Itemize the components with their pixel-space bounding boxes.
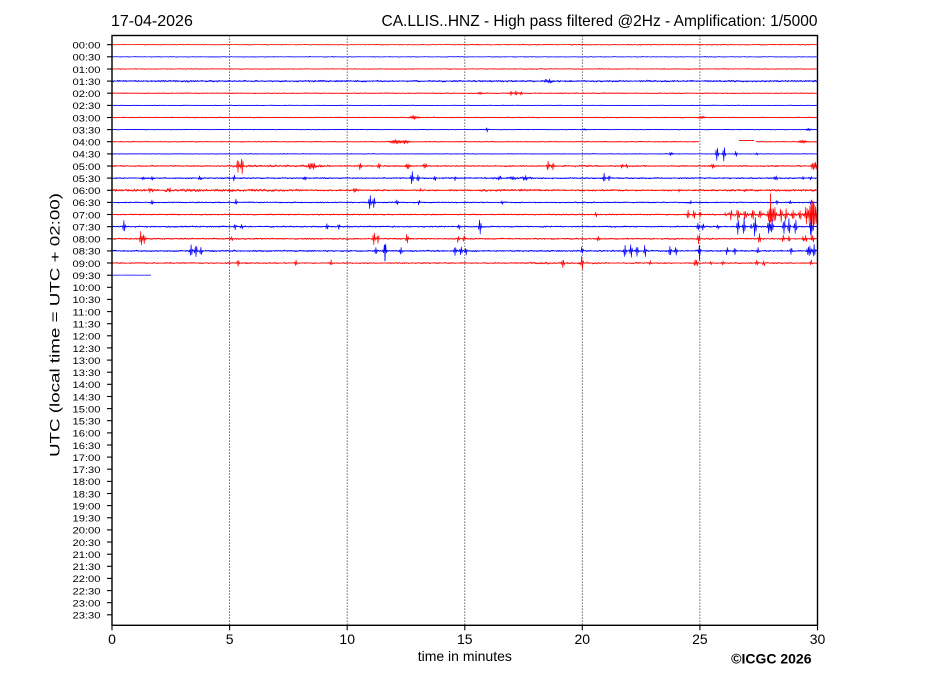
svg-text:11:30: 11:30: [73, 320, 101, 331]
svg-text:UTC (local time = UTC + 02:00): UTC (local time = UTC + 02:00): [47, 193, 63, 457]
svg-text:15: 15: [457, 631, 473, 647]
svg-text:22:00: 22:00: [73, 574, 101, 585]
svg-text:21:30: 21:30: [73, 562, 101, 573]
svg-text:10:30: 10:30: [73, 295, 101, 306]
svg-text:19:00: 19:00: [73, 501, 101, 512]
svg-text:25: 25: [692, 631, 708, 647]
svg-text:30: 30: [810, 631, 826, 647]
svg-text:13:00: 13:00: [73, 356, 101, 367]
svg-text:20:00: 20:00: [73, 526, 101, 537]
svg-text:08:30: 08:30: [73, 247, 101, 258]
svg-text:21:00: 21:00: [73, 550, 101, 561]
svg-text:05:30: 05:30: [73, 174, 101, 185]
svg-text:16:00: 16:00: [73, 429, 101, 440]
svg-text:04:00: 04:00: [73, 138, 101, 149]
svg-text:14:30: 14:30: [73, 392, 101, 403]
svg-text:20:30: 20:30: [73, 538, 101, 549]
svg-text:04:30: 04:30: [73, 150, 101, 161]
svg-text:02:00: 02:00: [73, 89, 101, 100]
svg-text:0: 0: [108, 631, 116, 647]
svg-text:16:30: 16:30: [73, 441, 101, 452]
svg-text:13:30: 13:30: [73, 368, 101, 379]
svg-text:08:00: 08:00: [73, 235, 101, 246]
svg-text:00:00: 00:00: [73, 41, 101, 52]
svg-text:09:00: 09:00: [73, 259, 101, 270]
svg-text:07:30: 07:30: [73, 223, 101, 234]
svg-text:18:00: 18:00: [73, 477, 101, 488]
svg-text:11:00: 11:00: [73, 307, 101, 318]
svg-text:06:00: 06:00: [73, 186, 101, 197]
svg-text:00:30: 00:30: [73, 53, 101, 64]
svg-text:time in minutes: time in minutes: [418, 648, 512, 664]
svg-text:19:30: 19:30: [73, 514, 101, 525]
svg-text:12:00: 12:00: [73, 332, 101, 343]
svg-text:15:00: 15:00: [73, 404, 101, 415]
svg-text:10: 10: [339, 631, 355, 647]
svg-text:CA.LLIS..HNZ - High pass filte: CA.LLIS..HNZ - High pass filtered @2Hz -…: [382, 13, 818, 30]
svg-text:17-04-2026: 17-04-2026: [111, 13, 193, 30]
svg-text:5: 5: [226, 631, 234, 647]
svg-text:02:30: 02:30: [73, 101, 101, 112]
svg-text:©ICGC 2026: ©ICGC 2026: [731, 651, 812, 667]
svg-text:06:30: 06:30: [73, 198, 101, 209]
svg-text:03:00: 03:00: [73, 113, 101, 124]
svg-text:15:30: 15:30: [73, 417, 101, 428]
svg-text:12:30: 12:30: [73, 344, 101, 355]
svg-text:18:30: 18:30: [73, 489, 101, 500]
svg-text:03:30: 03:30: [73, 125, 101, 136]
svg-text:14:00: 14:00: [73, 380, 101, 391]
svg-text:10:00: 10:00: [73, 283, 101, 294]
svg-text:23:30: 23:30: [73, 611, 101, 622]
svg-text:07:00: 07:00: [73, 210, 101, 221]
svg-text:17:30: 17:30: [73, 465, 101, 476]
svg-text:17:00: 17:00: [73, 453, 101, 464]
svg-text:01:00: 01:00: [73, 65, 101, 76]
svg-text:20: 20: [575, 631, 591, 647]
svg-text:09:30: 09:30: [73, 271, 101, 282]
svg-text:05:00: 05:00: [73, 162, 101, 173]
svg-text:22:30: 22:30: [73, 586, 101, 597]
svg-text:01:30: 01:30: [73, 77, 101, 88]
svg-text:23:00: 23:00: [73, 599, 101, 610]
